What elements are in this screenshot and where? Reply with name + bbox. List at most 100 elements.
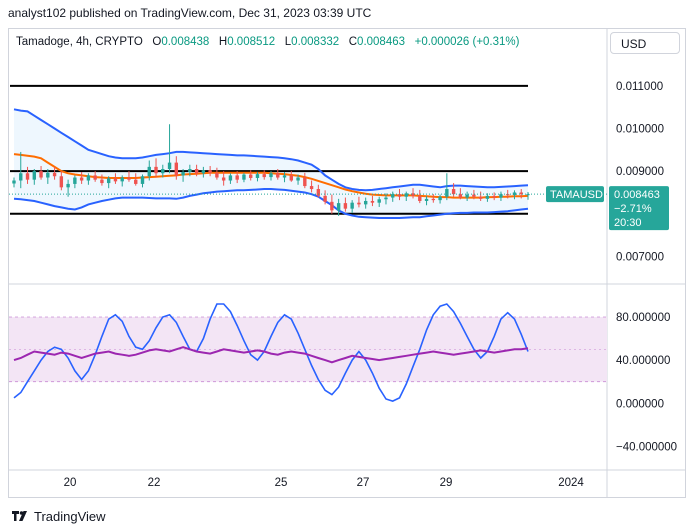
bollinger-upper-line (13, 108, 529, 192)
tradingview-logo-icon (12, 511, 27, 521)
candle-body (86, 175, 91, 181)
close-label: C (348, 36, 358, 48)
price-tick-label: 0.011000 (616, 81, 663, 93)
bollinger-band-fill (14, 109, 528, 219)
time-tick-label: 29 (440, 477, 453, 489)
time-tick-label: 27 (357, 477, 370, 489)
candle-body (296, 177, 300, 181)
candle-body (404, 193, 408, 197)
candle-body (249, 174, 253, 178)
candle-body (39, 171, 43, 178)
price-tick-label: 0.009000 (616, 166, 664, 178)
change-value: +0.000026 (+0.31%) (414, 36, 520, 48)
candle-body (424, 198, 429, 201)
candle-body (25, 173, 30, 180)
candle-body (194, 169, 199, 174)
candle-body (201, 170, 206, 174)
candle-body (384, 197, 388, 200)
candle-body (418, 195, 422, 201)
candle-body (93, 175, 97, 180)
candle-body (363, 200, 368, 205)
footer: TradingView (10, 506, 106, 526)
candle-body (411, 193, 415, 196)
oscillator-band-fill (9, 316, 607, 382)
oscillator-tick-label: 0.000000 (616, 398, 664, 410)
high-value: 0.008512 (227, 36, 276, 48)
currency-button[interactable]: USD (610, 32, 680, 54)
price-tick-label: 0.007000 (616, 251, 664, 263)
candle-body (66, 183, 70, 188)
candle-body (140, 176, 145, 184)
oscillator-tick-label: 40.000000 (616, 355, 670, 367)
candle-body (478, 196, 483, 199)
low-value: 0.008332 (291, 36, 340, 48)
candle-body (512, 192, 517, 196)
symbol-tag-label: TAMAUSD (550, 189, 603, 201)
candle-body (303, 177, 307, 187)
candle-body (377, 199, 381, 203)
candle-body (499, 194, 503, 198)
candle-body (188, 169, 192, 172)
time-tick-label: 2024 (558, 477, 584, 489)
candle-body (79, 177, 84, 181)
candle-body (282, 175, 287, 178)
candle-body (255, 174, 260, 178)
candle-body (127, 177, 131, 180)
oscillator-tick-label: −40.000000 (616, 441, 677, 453)
candle-body (208, 170, 212, 173)
candle-body (120, 177, 124, 182)
candle-body (336, 203, 341, 211)
candle-body (309, 186, 314, 190)
footer-brand: TradingView (34, 508, 106, 524)
candle-body (323, 195, 327, 202)
candle-body (370, 200, 375, 203)
candle-body (330, 201, 334, 211)
candle-body (235, 175, 239, 180)
publisher-line: analyst102 published on TradingView.com,… (8, 6, 372, 20)
close-value: 0.008463 (357, 36, 406, 48)
ohlc-legend: Tamadoge, 4h, CRYPTO O0.008438 H0.008512… (16, 36, 519, 48)
candle-body (397, 194, 402, 197)
candle-body (343, 203, 348, 209)
price-tag-countdown: 20:30 (614, 217, 642, 229)
candle-body (465, 194, 469, 198)
price-tag-change: −2.71% (614, 203, 652, 215)
candle-body (181, 171, 185, 176)
oscillator-tick-label: 80.000000 (616, 312, 670, 324)
candle-body (445, 189, 449, 197)
candle-body (438, 196, 442, 201)
candle-body (59, 176, 64, 188)
candle-body (52, 172, 57, 177)
price-tag (609, 186, 669, 231)
candle-body (242, 174, 246, 180)
candle-body (32, 171, 36, 180)
candle-body (451, 189, 456, 195)
open-value: 0.008438 (161, 36, 210, 48)
symbol-label: Tamadoge, 4h, CRYPTO (16, 36, 143, 48)
symbol-tag (546, 186, 604, 203)
candle-body (106, 178, 111, 184)
candle-body (485, 195, 490, 199)
candle-body (519, 192, 523, 195)
open-label: O (152, 36, 162, 48)
candle-body (134, 179, 138, 184)
high-label: H (218, 36, 228, 48)
candle-body (262, 174, 266, 178)
candle-body (458, 194, 463, 198)
candle-body (391, 194, 395, 198)
candle-body (154, 166, 158, 174)
candle-body (73, 177, 77, 184)
candle-body (147, 166, 151, 177)
candle-body (289, 175, 293, 181)
low-label: L (284, 36, 292, 48)
time-tick-label: 22 (148, 477, 161, 489)
candle-body (46, 172, 50, 178)
candle-body (174, 162, 179, 176)
candle-body (276, 173, 280, 178)
candle-body (100, 179, 104, 184)
candle-body (161, 169, 165, 174)
price-tick-label: 0.010000 (616, 123, 664, 135)
candle-body (472, 194, 476, 197)
stochastic-line (13, 303, 529, 402)
